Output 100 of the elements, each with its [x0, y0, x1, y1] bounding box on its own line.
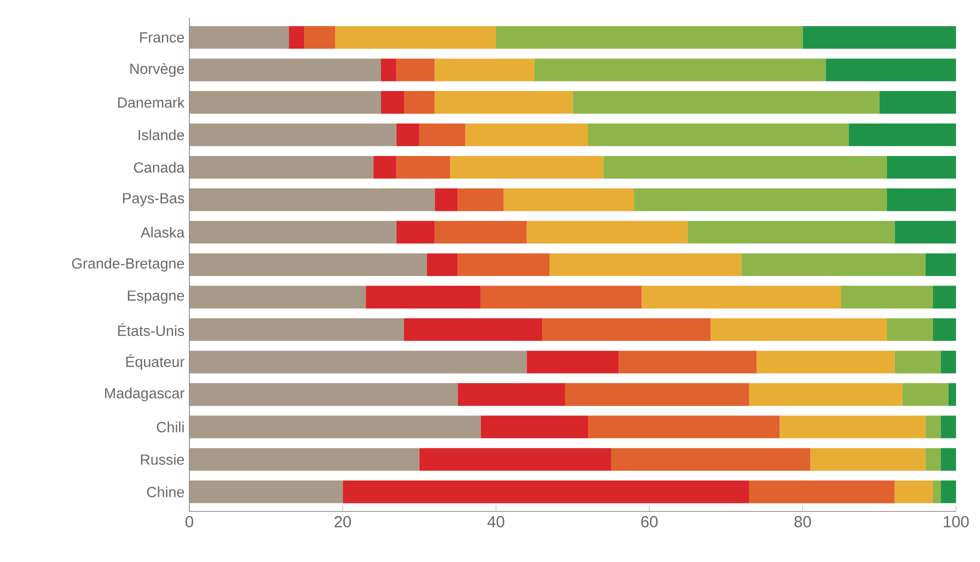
bar: [948, 383, 956, 406]
bar: [434, 58, 534, 82]
bar: [404, 91, 435, 114]
bar: [342, 480, 750, 504]
bar: [741, 253, 926, 276]
bar: [940, 480, 956, 504]
y-tick-label: Alaska: [140, 226, 185, 238]
bar: [841, 286, 934, 308]
bar: [887, 188, 956, 212]
x-tick-label: 100: [944, 516, 969, 528]
y-tick-label: Madagascar: [105, 388, 184, 402]
bar: [940, 448, 956, 471]
bar: [396, 156, 450, 179]
bar: [189, 480, 343, 504]
bar: [542, 318, 711, 341]
x-tick-label: 0: [186, 516, 194, 528]
bar: [189, 253, 428, 276]
bar: [458, 188, 504, 212]
bar: [335, 26, 496, 49]
bar: [634, 188, 888, 212]
bar: [434, 188, 458, 212]
x-tick-label: 40: [487, 516, 504, 528]
y-tick-label: Grande-Bretagne: [72, 258, 184, 272]
bar: [940, 350, 956, 374]
bar: [894, 480, 934, 504]
bar: [189, 318, 404, 341]
y-tick-label: États-Unis: [118, 323, 184, 336]
bar: [925, 416, 941, 438]
y-tick-label: Chili: [156, 422, 184, 432]
bar: [925, 253, 956, 276]
bar: [565, 383, 750, 406]
bar: [434, 220, 527, 244]
bar: [480, 416, 588, 438]
bar: [189, 91, 382, 114]
bar: [710, 318, 888, 341]
bar: [189, 26, 290, 49]
bar: [189, 124, 396, 146]
y-tick-label: Pays-Bas: [123, 193, 184, 206]
bar: [458, 383, 566, 406]
bar: [189, 416, 481, 438]
bar: [894, 220, 956, 244]
bar: [588, 124, 849, 146]
bar: [810, 448, 926, 471]
bar: [611, 448, 810, 471]
bar: [933, 480, 941, 504]
bar: [894, 350, 941, 374]
bar: [396, 220, 435, 244]
bar: [848, 124, 956, 146]
bar: [189, 350, 527, 374]
bar: [572, 91, 880, 114]
bar: [887, 318, 934, 341]
bar: [887, 156, 956, 179]
bar: [550, 253, 742, 276]
bar: [526, 350, 619, 374]
bar: [458, 253, 550, 276]
x-tick-label: 60: [641, 516, 658, 528]
bar: [749, 383, 902, 406]
bar: [879, 91, 956, 114]
y-tick-label: Islande: [138, 129, 184, 140]
y-tick-label: Canada: [134, 162, 185, 173]
bar: [450, 156, 604, 179]
y-tick-label: Danemark: [118, 97, 185, 108]
y-tick-label: Équateur: [126, 354, 184, 370]
bar: [189, 383, 458, 406]
bar: [756, 350, 895, 374]
bar: [826, 58, 956, 82]
bar: [534, 58, 826, 82]
y-tick-label: Chine: [147, 486, 184, 498]
bar: [381, 58, 396, 82]
bar: [588, 416, 780, 438]
bar: [940, 416, 956, 438]
bar: [603, 156, 888, 179]
bar: [189, 448, 420, 471]
x-tick-label: 20: [334, 516, 351, 528]
bar: [780, 416, 926, 438]
y-tick-label: Espagne: [128, 290, 184, 304]
bar: [902, 383, 948, 406]
x-tick-label: 80: [794, 516, 811, 528]
bar: [465, 124, 588, 146]
bar: [434, 91, 573, 114]
bar: [496, 26, 803, 49]
bar: [480, 286, 642, 308]
bar: [688, 220, 895, 244]
bar: [366, 286, 481, 308]
bar: [933, 318, 956, 341]
bar: [504, 188, 634, 212]
bar: [189, 286, 366, 308]
bar: [189, 156, 374, 179]
bar: [304, 26, 336, 49]
bar: [189, 58, 382, 82]
bar: [526, 220, 688, 244]
bar: [933, 286, 956, 308]
y-tick-label: France: [140, 32, 184, 43]
bar: [404, 318, 542, 341]
y-tick-label: Russie: [141, 454, 184, 465]
y-tick-label: Norvège: [130, 63, 184, 77]
bar: [373, 156, 396, 179]
bar: [419, 124, 466, 146]
bar: [427, 253, 458, 276]
bar: [396, 124, 420, 146]
